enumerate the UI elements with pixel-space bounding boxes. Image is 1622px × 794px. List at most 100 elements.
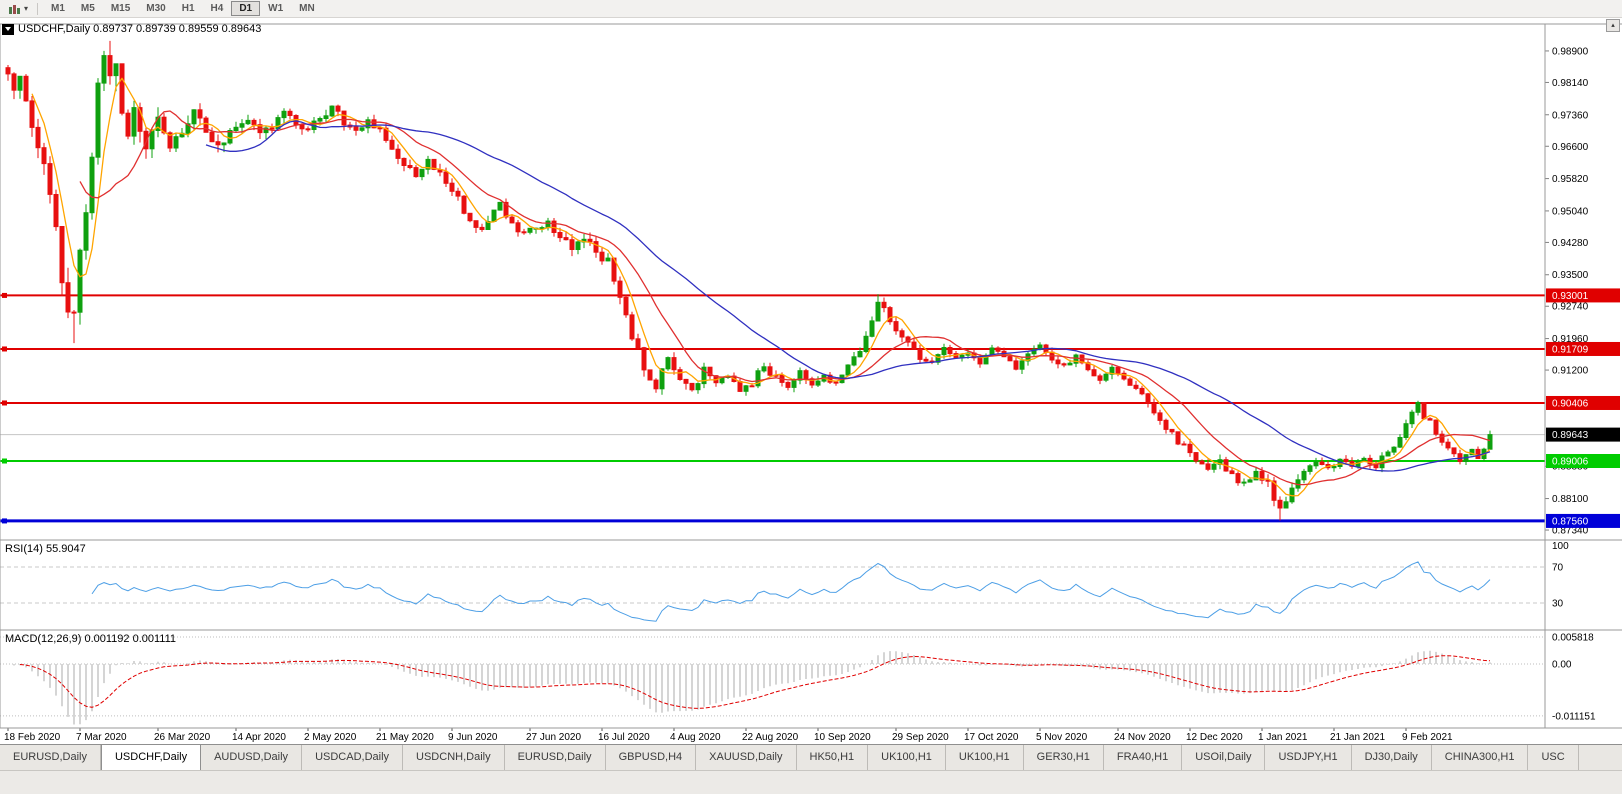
date-label: 24 Nov 2020: [1114, 732, 1171, 743]
price-badge-0.91709: [1546, 341, 1620, 356]
toolbar: ▾ M1 M5 M15 M30 H1 H4 D1 W1 MN: [0, 0, 1622, 18]
date-label: 16 Jul 2020: [598, 732, 650, 743]
tab-USOil-Daily[interactable]: USOil,Daily: [1182, 745, 1266, 770]
rsi-scale-label: 70: [1552, 563, 1564, 574]
tab-USDCHF-Daily[interactable]: USDCHF,Daily: [100, 745, 202, 770]
date-label: 1 Jan 2021: [1258, 732, 1308, 743]
tab-USC[interactable]: USC: [1528, 745, 1579, 770]
price-label: 0.87340: [1552, 526, 1589, 537]
price-label: 0.96600: [1552, 142, 1589, 153]
price-label: 0.98900: [1552, 46, 1589, 57]
svg-text:0.89643: 0.89643: [1552, 430, 1589, 441]
timeframe-button-M15[interactable]: M15: [110, 3, 131, 14]
ma-34-line: [205, 120, 1491, 472]
price-label: 0.91960: [1552, 334, 1589, 345]
price-label: 0.94280: [1552, 238, 1589, 249]
chart-type-button[interactable]: ▾: [4, 2, 32, 16]
scroll-up-icon: ▴: [1611, 22, 1615, 29]
chevron-down-icon: ▾: [24, 4, 29, 13]
chart-area[interactable]: 18 Feb 2020 7 Mar 2020 26 Mar 2020 14 Apr 2…: [0, 18, 1622, 744]
tab-USDJPY-H1[interactable]: USDJPY,H1: [1265, 745, 1352, 770]
tab-USDCAD-Daily[interactable]: USDCAD,Daily: [302, 745, 404, 770]
hline-anchor-0.91709[interactable]: [2, 346, 7, 352]
rsi-panel[interactable]: [0, 561, 1545, 622]
timeframe-button-H1[interactable]: H1: [181, 3, 195, 14]
tab-UK100-H1[interactable]: UK100,H1: [946, 745, 1024, 770]
tab-EURUSD-Daily[interactable]: EURUSD,Daily: [0, 745, 101, 770]
hline-anchor-0.93001[interactable]: [2, 292, 7, 298]
date-label: 10 Sep 2020: [814, 732, 871, 743]
macd-scale-label: 0.005818: [1552, 632, 1594, 643]
timeframe-button-D1[interactable]: D1: [231, 1, 261, 16]
tab-EURUSD-Daily[interactable]: EURUSD,Daily: [505, 745, 606, 770]
svg-text:0.87560: 0.87560: [1552, 516, 1589, 527]
price-chart[interactable]: 18 Feb 2020 7 Mar 2020 26 Mar 2020 14 Apr 2…: [0, 18, 1622, 744]
tab-CHINA300-H1[interactable]: CHINA300,H1: [1432, 745, 1529, 770]
svg-text:0.90406: 0.90406: [1552, 398, 1589, 409]
panel-borders: [0, 23, 1622, 729]
symbol-dropdown-arrow: [5, 27, 11, 31]
date-label: 4 Aug 2020: [670, 732, 721, 743]
price-label: 0.98140: [1552, 78, 1589, 89]
date-axis[interactable]: 18 Feb 2020 7 Mar 2020 26 Mar 2020 14 Apr 2…: [4, 728, 1453, 743]
main-chart-panel[interactable]: [0, 40, 1545, 524]
date-label: 21 May 2020: [376, 732, 434, 743]
date-label: 2 May 2020: [304, 732, 357, 743]
price-label: 0.95040: [1552, 206, 1589, 217]
price-badge-0.87560: [1546, 513, 1620, 528]
timeframe-button-M5[interactable]: M5: [80, 3, 95, 14]
timeframe-button-H4[interactable]: H4: [210, 3, 224, 14]
macd-scale-label: 0.00: [1552, 660, 1572, 671]
hline-anchor-0.89006[interactable]: [2, 458, 7, 464]
tab-FRA40-H1[interactable]: FRA40,H1: [1104, 745, 1183, 770]
price-label: 0.95820: [1552, 174, 1589, 185]
price-label: 0.93500: [1552, 270, 1589, 281]
candlesticks[interactable]: [5, 40, 1493, 521]
timeframe-button-MN[interactable]: MN: [299, 3, 315, 14]
date-label: 12 Dec 2020: [1186, 732, 1243, 743]
timeframe-button-W1[interactable]: W1: [268, 3, 284, 14]
svg-text:0.93001: 0.93001: [1552, 291, 1589, 302]
date-label: 26 Mar 2020: [154, 732, 211, 743]
price-label: 0.91200: [1552, 366, 1589, 377]
scroll-up-button[interactable]: ▴: [1606, 19, 1620, 32]
hline-anchor-0.90406[interactable]: [2, 400, 7, 406]
svg-text:0.89006: 0.89006: [1552, 457, 1589, 468]
tab-XAUUSD-Daily[interactable]: XAUUSD,Daily: [696, 745, 797, 770]
tab-AUDUSD-Daily[interactable]: AUDUSD,Daily: [201, 745, 303, 770]
date-label: 27 Jun 2020: [526, 732, 581, 743]
timeframe-button-M1[interactable]: M1: [51, 3, 65, 14]
date-label: 14 Apr 2020: [232, 732, 286, 743]
date-label: 22 Aug 2020: [742, 732, 799, 743]
date-label: 9 Jun 2020: [448, 732, 498, 743]
tab-USDCNH-Daily[interactable]: USDCNH,Daily: [403, 745, 505, 770]
timeframe-buttons: M1 M5 M15 M30 H1 H4 D1 W1 MN: [43, 1, 323, 16]
date-label: 17 Oct 2020: [964, 732, 1019, 743]
price-badge-0.89006: [1546, 454, 1620, 469]
price-badge-0.93001: [1546, 288, 1620, 303]
rsi-scale-label: 30: [1552, 599, 1564, 610]
price-scale[interactable]: 0.98900 0.98140 0.97360 0.96600 0.95820 0.950…: [1545, 46, 1620, 722]
tab-DJ30-Daily[interactable]: DJ30,Daily: [1352, 745, 1432, 770]
toolbar-separator: [37, 2, 39, 15]
price-badge-0.89643: [1546, 427, 1620, 442]
tab-GER30-H1[interactable]: GER30,H1: [1024, 745, 1104, 770]
date-label: 18 Feb 2020: [4, 732, 61, 743]
price-label: 0.88100: [1552, 494, 1589, 505]
date-label: 21 Jan 2021: [1330, 732, 1385, 743]
date-label: 7 Mar 2020: [76, 732, 127, 743]
rsi-scale-label: 100: [1552, 541, 1569, 552]
svg-text:0.91709: 0.91709: [1552, 344, 1589, 355]
macd-scale-label: -0.011151: [1552, 711, 1596, 722]
price-label: 0.92740: [1552, 302, 1589, 313]
tab-GBPUSD-H4[interactable]: GBPUSD,H4: [606, 745, 697, 770]
rsi-line: [91, 561, 1491, 622]
candlestick-chart-icon: [9, 4, 20, 14]
macd-panel[interactable]: [0, 636, 1545, 725]
hline-anchor-0.87560[interactable]: [2, 518, 7, 524]
macd-histogram: [13, 650, 1491, 725]
timeframe-button-M30[interactable]: M30: [146, 3, 166, 14]
tab-UK100-H1[interactable]: UK100,H1: [868, 745, 946, 770]
tab-HK50-H1[interactable]: HK50,H1: [797, 745, 869, 770]
